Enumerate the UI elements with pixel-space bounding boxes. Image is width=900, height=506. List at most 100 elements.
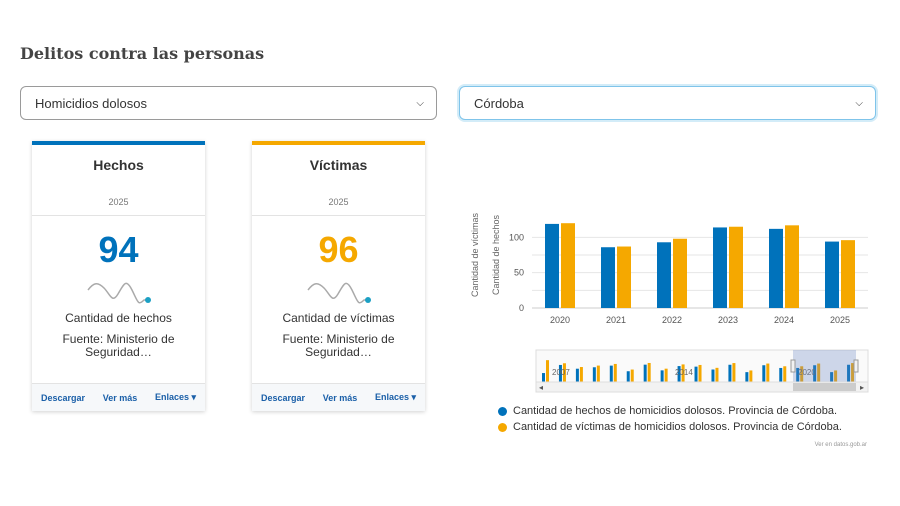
bar <box>769 228 783 308</box>
navigator-bar <box>762 365 766 382</box>
navigator-bar <box>847 364 851 382</box>
navigator-bar <box>796 367 800 382</box>
legend-item[interactable]: Cantidad de hechos de homicidios dolosos… <box>498 405 837 417</box>
legend-item[interactable]: Cantidad de víctimas de homicidios dolos… <box>498 421 842 433</box>
navigator-bar <box>596 365 600 382</box>
navigator-bar <box>715 367 719 382</box>
victimas-card: Víctimas 2025 96 Cantidad de víctimas Fu… <box>252 141 425 411</box>
navigator-handle <box>853 359 859 373</box>
bar <box>729 226 743 308</box>
sparkline-icon <box>306 282 371 304</box>
links-dropdown[interactable]: Enlaces ▾ <box>154 392 196 402</box>
navigator-bar <box>783 366 787 382</box>
navigator-bar <box>830 372 834 382</box>
navigator-bar <box>546 360 549 382</box>
navigator-bar <box>834 370 838 382</box>
card-year: 2025 <box>328 197 349 207</box>
navigator-bar <box>613 363 617 382</box>
bar <box>617 246 631 308</box>
bar <box>825 241 839 308</box>
navigator-bar <box>766 363 770 382</box>
card-actions: Descargar Ver más Enlaces ▾ <box>32 383 205 411</box>
card-year: 2025 <box>108 197 129 207</box>
card-value: 94 <box>98 229 139 270</box>
navigator-label: 2020 <box>798 368 816 377</box>
province-select[interactable]: Córdoba ⌵ <box>459 86 876 120</box>
navigator-selection <box>793 350 856 382</box>
see-more-link[interactable]: Ver más <box>102 392 138 403</box>
bar <box>561 223 575 308</box>
navigator-bar <box>609 365 613 382</box>
navigator-bar <box>643 364 647 382</box>
card-value: 96 <box>318 229 359 270</box>
y-axis-title-secondary: Cantidad de hechos <box>491 214 501 295</box>
navigator-bar <box>851 363 855 382</box>
bar <box>713 227 727 308</box>
card-source: Fuente: Ministerio de Seguridad… <box>62 333 175 359</box>
bar <box>601 247 615 308</box>
x-tick-label: 2022 <box>662 315 682 325</box>
navigator-label: 2007 <box>552 368 570 377</box>
see-more-link[interactable]: Ver más <box>322 392 358 403</box>
download-link[interactable]: Descargar <box>261 392 306 403</box>
navigator-bar <box>677 366 681 382</box>
bar <box>657 242 671 308</box>
x-tick-label: 2024 <box>774 315 794 325</box>
card-accent-bar <box>32 141 205 145</box>
credit-link[interactable]: Ver en datos.gob.ar <box>814 442 867 448</box>
card-label: Cantidad de hechos <box>65 311 172 325</box>
crime-type-select[interactable]: Homicidios dolosos ⌵ <box>20 86 437 120</box>
navigator-bar <box>779 367 783 382</box>
navigator-bar <box>630 369 634 382</box>
scroll-right-icon: ▸ <box>860 383 864 392</box>
links-dropdown[interactable]: Enlaces ▾ <box>374 392 416 402</box>
scrollbar-track <box>535 381 869 393</box>
scroll-left-icon: ◂ <box>539 383 543 392</box>
navigator-bar <box>558 364 562 382</box>
navigator-bar <box>575 368 579 382</box>
navigator-bar <box>592 367 596 382</box>
y-tick-label: 100 <box>509 232 524 242</box>
navigator-bar <box>711 369 715 382</box>
card-header: Hechos 2025 <box>32 145 205 216</box>
navigator-bar <box>660 370 664 382</box>
navigator-area <box>535 349 869 383</box>
navigator-bar <box>542 373 545 382</box>
sparkline-icon <box>86 282 151 304</box>
y-tick-label: 50 <box>514 268 524 278</box>
navigator-bar <box>681 364 685 382</box>
bar <box>545 223 559 308</box>
navigator-bar <box>562 363 566 382</box>
x-tick-label: 2025 <box>830 315 850 325</box>
card-actions: Descargar Ver más Enlaces ▾ <box>252 383 425 411</box>
card-accent-bar <box>252 141 425 145</box>
crime-type-selected-value: Homicidios dolosos <box>35 95 147 111</box>
chevron-down-icon: ⌵ <box>855 97 863 109</box>
bar <box>841 240 855 308</box>
navigator-bar <box>749 370 753 382</box>
legend-label: Cantidad de víctimas de homicidios dolos… <box>513 421 842 433</box>
legend-marker <box>498 406 507 416</box>
navigator-handle <box>790 359 796 373</box>
chart-canvas: Cantidad de víctimas Cantidad de hechos 0 5… <box>470 212 869 393</box>
province-selected-value: Córdoba <box>474 95 524 111</box>
x-tick-label: 2020 <box>550 315 570 325</box>
bar <box>785 225 799 308</box>
card-label: Cantidad de víctimas <box>282 311 395 325</box>
navigator-bar <box>694 366 698 382</box>
page-title: Delitos contra las personas <box>20 44 265 63</box>
card-title: Víctimas <box>309 157 368 173</box>
navigator-bar <box>626 371 630 382</box>
card-source: Fuente: Ministerio de Seguridad… <box>282 333 395 359</box>
download-link[interactable]: Descargar <box>41 392 86 403</box>
chevron-down-icon: ⌵ <box>416 97 424 109</box>
card-header: Víctimas 2025 <box>252 145 425 216</box>
navigator-bar <box>732 363 736 382</box>
x-tick-label: 2021 <box>606 315 626 325</box>
x-tick-label: 2023 <box>718 315 738 325</box>
navigator-bar <box>698 364 702 382</box>
card-title: Hechos <box>93 157 144 173</box>
navigator-bar <box>664 368 668 382</box>
y-axis-title: Cantidad de víctimas <box>470 212 480 297</box>
bar-chart: Cantidad de víctimas Cantidad de hechos 0 5… <box>470 190 880 460</box>
